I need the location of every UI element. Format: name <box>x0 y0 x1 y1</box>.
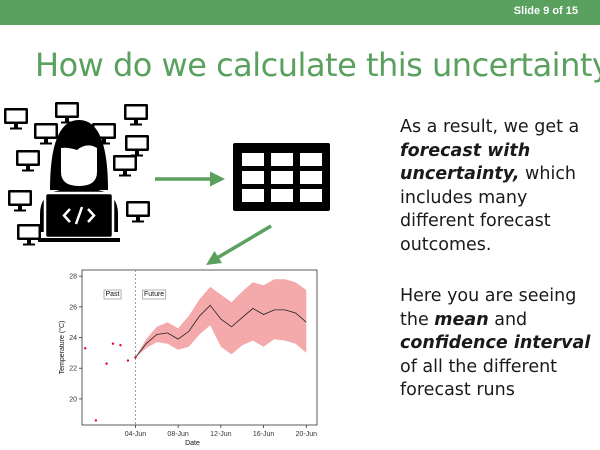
annotation-box <box>142 289 167 300</box>
observed-point <box>94 419 98 422</box>
y-tick-label: 28 <box>69 274 77 281</box>
observed-point <box>134 356 137 359</box>
x-axis-label: Date <box>185 440 200 447</box>
result-paragraph: As a result, we get a forecast with unce… <box>400 117 580 255</box>
y-tick-label: 20 <box>69 396 77 403</box>
x-tick-label: 20-Jun <box>296 431 318 438</box>
forecast-with-uncertainty-emphasis: forecast with uncertainty, <box>400 140 531 185</box>
observed-point <box>119 343 122 347</box>
observed-point <box>84 347 87 350</box>
annotation-past: Past <box>106 291 120 298</box>
x-tick-label: 08-Jun <box>167 431 189 438</box>
y-tick-label: 24 <box>69 335 77 342</box>
mean-emphasis: mean <box>434 309 489 330</box>
slide-title: How do we calculate this uncertainty? <box>35 46 600 84</box>
annotation-future: Future <box>144 291 164 298</box>
observed-point <box>111 342 115 345</box>
y-axis-label: Temperature (°C) <box>58 321 66 375</box>
x-tick-label: 12-Jun <box>210 431 232 438</box>
forecast-chart: 20 22 24 26 28 04-Jun 08-Jun 12-Jun 16-Jun 20-Jun… <box>58 269 318 447</box>
slide-number: Slide 9 of 15 <box>513 5 578 17</box>
explanation-paragraph: Here you are seeing the mean and confide… <box>400 286 591 400</box>
x-tick-label: 16-Jun <box>253 431 275 438</box>
confidence-interval-emphasis: confidence interval <box>400 333 591 353</box>
annotation-box <box>103 289 122 300</box>
arrow-down-left-icon <box>206 224 272 265</box>
table-grid-icon <box>233 143 330 211</box>
arrow-right-icon <box>155 171 225 187</box>
confidence-band <box>135 279 307 358</box>
mean-line <box>135 304 307 358</box>
y-tick-label: 22 <box>69 366 77 373</box>
observed-point <box>105 362 108 365</box>
y-tick-label: 26 <box>69 304 77 311</box>
observed-point <box>126 359 130 362</box>
developer-icon <box>38 120 120 242</box>
top-banner: Slide 9 of 15 <box>0 0 600 25</box>
x-tick-label: 04-Jun <box>125 431 147 438</box>
